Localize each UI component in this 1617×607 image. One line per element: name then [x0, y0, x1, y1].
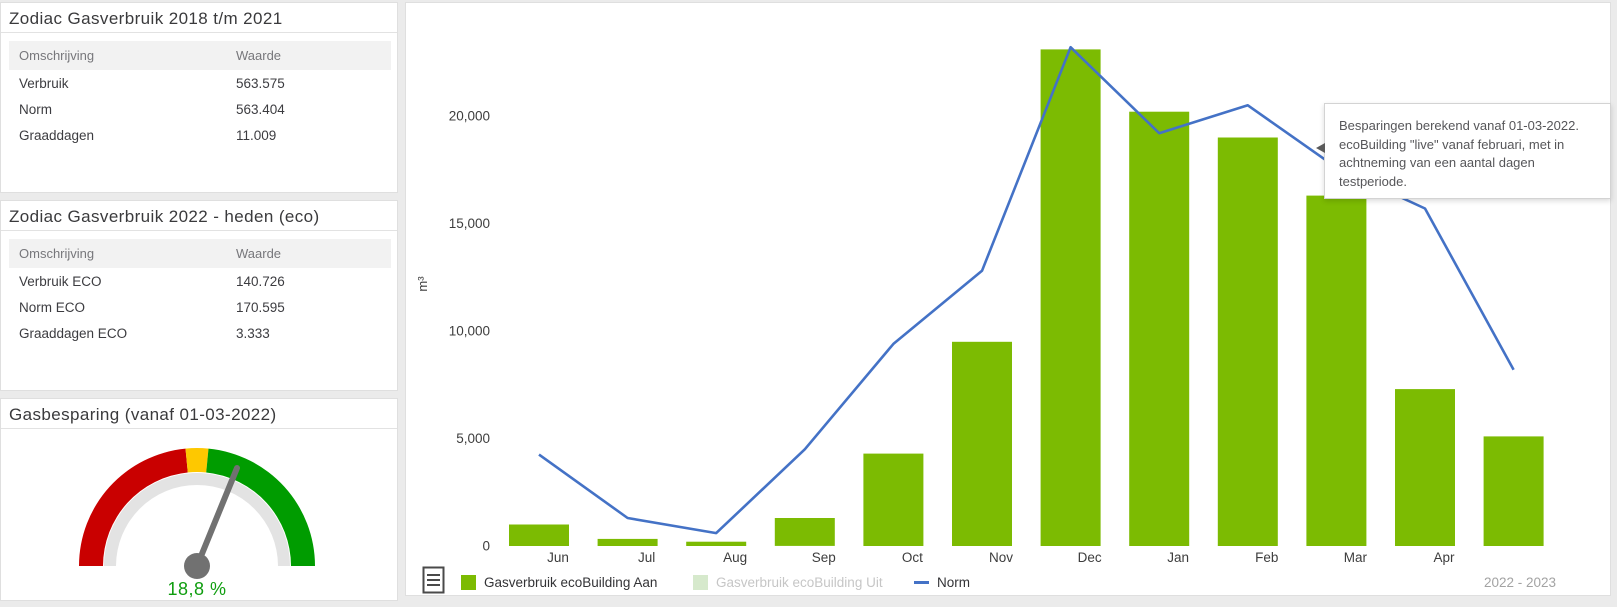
- bar-gasverbruik-aan[interactable]: [1395, 389, 1455, 546]
- tooltip-line: achtneming van een aantal dagen testperi…: [1339, 155, 1535, 189]
- y-tick-label: 15,000: [449, 216, 490, 231]
- legend-label: Norm: [937, 575, 970, 590]
- x-tick-label: Dec: [1078, 550, 1102, 565]
- y-tick-label: 10,000: [449, 324, 490, 339]
- table-header-row: Omschrijving Waarde: [9, 41, 391, 70]
- bar-gasverbruik-aan[interactable]: [1040, 49, 1101, 547]
- bar-gasverbruik-aan[interactable]: [774, 518, 835, 546]
- row-value: 140.726: [236, 273, 285, 289]
- column-header-omschrijving: Omschrijving: [19, 246, 95, 261]
- table-row: Verbruik 563.575: [9, 70, 391, 96]
- panel-gasverbruik-2022-heden: Zodiac Gasverbruik 2022 - heden (eco) Om…: [0, 200, 398, 391]
- legend-item-gasverbruik-uit[interactable]: Gasverbruik ecoBuilding Uit: [693, 575, 883, 590]
- x-tick-label: Mar: [1344, 550, 1368, 565]
- bar-gasverbruik-aan[interactable]: [509, 524, 569, 547]
- chart-context-menu-button[interactable]: [422, 566, 446, 595]
- y-tick-label: 5,000: [456, 431, 490, 446]
- row-label: Norm ECO: [19, 299, 86, 315]
- row-label: Graaddagen ECO: [19, 325, 128, 341]
- x-tick-label: Feb: [1255, 550, 1278, 565]
- combo-chart-plot[interactable]: 0 5,000 10,000 15,000 20,000 m³ Jun Jul Aug Sep Oc…: [406, 3, 1610, 595]
- legend-swatch-line: [914, 581, 929, 584]
- gauge-yellow-zone: [185, 448, 209, 473]
- gauge-red-zone: [79, 448, 188, 566]
- row-label: Norm: [19, 101, 52, 117]
- y-tick-label: 0: [482, 539, 490, 554]
- kpi-table: Omschrijving Waarde Verbruik 563.575 Nor…: [9, 41, 391, 148]
- legend-item-gasverbruik-aan[interactable]: Gasverbruik ecoBuilding Aan: [461, 575, 657, 590]
- row-label: Verbruik ECO: [19, 273, 102, 289]
- x-tick-label: Nov: [989, 550, 1013, 565]
- table-row: Norm 563.404: [9, 96, 391, 122]
- x-tick-label: Aug: [723, 550, 747, 565]
- bar-gasverbruik-aan[interactable]: [597, 538, 658, 546]
- row-value: 11.009: [236, 127, 277, 143]
- y-axis-unit-label: m³: [415, 276, 430, 292]
- row-value: 3.333: [236, 325, 270, 341]
- row-value: 170.595: [236, 299, 285, 315]
- period-label: 2022 - 2023: [1483, 575, 1556, 590]
- tooltip-pointer-icon: [1316, 143, 1325, 153]
- x-tick-label: Jun: [547, 550, 569, 565]
- legend-item-norm[interactable]: Norm: [914, 575, 970, 590]
- column-header-waarde: Waarde: [236, 246, 282, 261]
- column-header-waarde: Waarde: [236, 48, 282, 63]
- row-value: 563.575: [236, 75, 285, 91]
- table-row: Verbruik ECO 140.726: [9, 268, 391, 294]
- table-row: Graaddagen ECO 3.333: [9, 320, 391, 346]
- legend-label: Gasverbruik ecoBuilding Aan: [484, 575, 658, 590]
- panel-title: Zodiac Gasverbruik 2018 t/m 2021: [1, 3, 397, 33]
- row-value: 563.404: [236, 101, 285, 117]
- tooltip-line: Besparingen berekend vanaf 01-03-2022.: [1339, 118, 1579, 133]
- gauge-needle: [194, 465, 240, 569]
- panel-title: Zodiac Gasverbruik 2022 - heden (eco): [1, 201, 397, 231]
- table-header-row: Omschrijving Waarde: [9, 239, 391, 268]
- gauge-needle-hub: [184, 553, 210, 579]
- row-label: Graaddagen: [19, 127, 95, 143]
- x-tick-label: Sep: [812, 550, 836, 565]
- x-tick-label: Jan: [1167, 550, 1189, 565]
- x-tick-label: Jul: [638, 550, 655, 565]
- table-row: Norm ECO 170.595: [9, 294, 391, 320]
- bar-gasverbruik-aan[interactable]: [1129, 111, 1190, 546]
- bar-gasverbruik-aan[interactable]: [863, 453, 924, 546]
- kpi-table: Omschrijving Waarde Verbruik ECO 140.726…: [9, 239, 391, 346]
- chart-tooltip: Besparingen berekend vanaf 01-03-2022. e…: [1316, 103, 1611, 199]
- gauge-track: [104, 473, 290, 566]
- hamburger-menu-icon: [422, 566, 445, 594]
- chart-legend: Gasverbruik ecoBuilding Aan Gasverbruik …: [406, 564, 1610, 596]
- y-tick-label: 20,000: [449, 109, 490, 124]
- panel-gasverbruik-2018-2021: Zodiac Gasverbruik 2018 t/m 2021 Omschri…: [0, 2, 398, 193]
- bar-gasverbruik-aan[interactable]: [952, 341, 1012, 546]
- legend-swatch-green: [461, 575, 476, 590]
- panel-gasverbruik-chart: 0 5,000 10,000 15,000 20,000 m³ Jun Jul Aug Sep Oc…: [405, 2, 1611, 596]
- savings-gauge: 18,8 %: [79, 448, 315, 599]
- x-tick-label: Apr: [1433, 550, 1455, 565]
- column-header-omschrijving: Omschrijving: [19, 48, 95, 63]
- bar-gasverbruik-aan[interactable]: [1483, 436, 1544, 546]
- gauge-value-label: 18,8 %: [167, 579, 226, 599]
- bar-gasverbruik-aan[interactable]: [686, 541, 747, 546]
- bar-gasverbruik-aan[interactable]: [1306, 195, 1367, 546]
- table-row: Graaddagen 11.009: [9, 122, 391, 148]
- legend-swatch-lightgreen: [693, 575, 708, 590]
- bar-gasverbruik-aan[interactable]: [1217, 137, 1278, 547]
- tooltip-line: ecoBuilding "live" vanaf februari, met i…: [1339, 136, 1565, 152]
- row-label: Verbruik: [19, 75, 69, 91]
- panel-title: Gasbesparing (vanaf 01-03-2022): [1, 399, 397, 429]
- x-tick-label: Oct: [902, 550, 923, 565]
- legend-label: Gasverbruik ecoBuilding Uit: [716, 575, 883, 590]
- panel-gasbesparing: Gasbesparing (vanaf 01-03-2022) 18,8 %: [0, 398, 398, 601]
